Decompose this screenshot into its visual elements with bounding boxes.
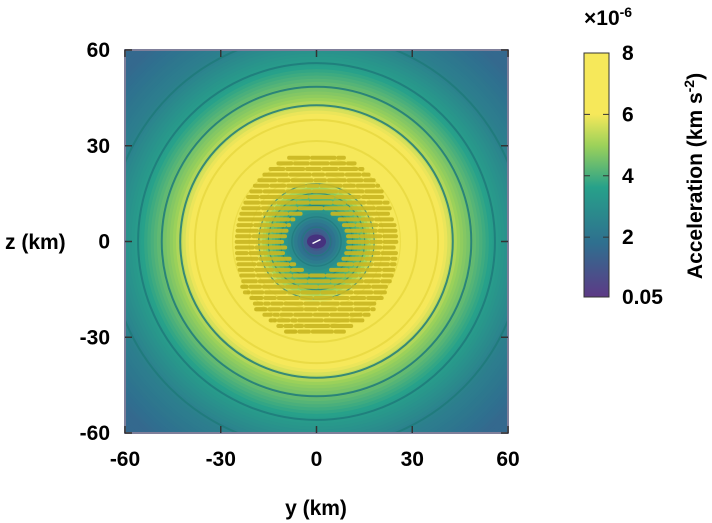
y-axis-label: z (km) (5, 231, 66, 254)
x-tick-label: -60 (110, 448, 140, 471)
inner-irregular-region (234, 155, 399, 334)
colorbar-bar (583, 52, 610, 298)
y-tick-label: 0 (98, 231, 110, 254)
colorbar-tick-label: 0.05 (622, 286, 663, 309)
colorbar-tick-label: 2 (622, 226, 634, 249)
x-tick-label: 30 (401, 448, 424, 471)
colorbar-ticks: 8 6 4 2 0.05 (584, 42, 663, 309)
contour-line (179, 104, 454, 379)
x-axis-label: y (km) (285, 497, 347, 520)
contour-line (137, 62, 496, 421)
colorbar-multiplier: ×10-6 (584, 4, 632, 30)
x-tick-label: 0 (311, 448, 323, 471)
plot-area (124, 49, 509, 434)
contour-line (301, 226, 332, 257)
colorbar: 8 6 4 2 0.05 ×10-6 Acceleration (km s-2) (583, 4, 707, 309)
centre-mark (312, 238, 321, 245)
y-tick-label: -30 (80, 326, 110, 349)
x-axis-ticks: -60 -30 0 30 60 (110, 50, 520, 471)
colorbar-label: Acceleration (km s-2) (681, 73, 707, 279)
colorbar-tick-label: 8 (622, 42, 634, 65)
y-axis-ticks: 60 30 0 -30 -60 (80, 39, 508, 445)
contour-line (214, 139, 419, 344)
contour-line (193, 118, 440, 365)
y-tick-label: 30 (87, 135, 110, 158)
y-tick-label: -60 (80, 422, 110, 445)
colorbar-tick-label: 6 (622, 103, 634, 126)
x-tick-label: -30 (206, 448, 236, 471)
contour-line (291, 216, 342, 267)
y-tick-label: 60 (87, 39, 110, 62)
colorbar-tick-label: 4 (622, 165, 634, 188)
contour-line (160, 85, 473, 398)
x-tick-label: 60 (496, 448, 519, 471)
